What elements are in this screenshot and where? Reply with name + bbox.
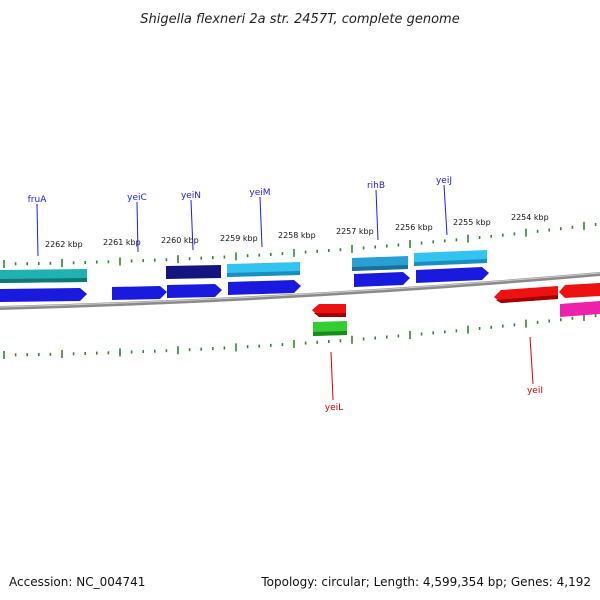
kbp-label: 2257 kbp — [336, 227, 374, 236]
gene-label-yeiN[interactable]: yeiN — [181, 191, 201, 201]
kbp-label: 2260 kbp — [161, 236, 199, 245]
kbp-label: 2259 kbp — [220, 234, 258, 243]
gene-shadow — [352, 265, 408, 271]
gene-yeiC[interactable] — [112, 286, 167, 300]
kbp-label: 2254 kbp — [511, 213, 549, 222]
gene-label-yeiC[interactable]: yeiC — [127, 193, 147, 203]
scale-labels: 2262 kbp 2261 kbp 2260 kbp 2259 kbp 2258… — [45, 213, 549, 249]
scale-ticks-bottom — [3, 312, 597, 359]
gene-yeiN-outer[interactable] — [166, 265, 221, 279]
leader-rihB — [375, 189, 379, 241]
kbp-label: 2261 kbp — [103, 238, 141, 247]
genome-backbone-highlight — [0, 272, 600, 308]
gene-yeiN[interactable] — [167, 284, 222, 298]
forward-genes-inner — [0, 267, 489, 302]
genome-summary-label: Topology: circular; Length: 4,599,354 bp… — [260, 575, 591, 589]
kbp-label: 2256 kbp — [395, 223, 433, 232]
kbp-label: 2258 kbp — [278, 231, 316, 240]
gene-label-yeiM[interactable]: yeiM — [249, 188, 270, 198]
accession-label: Accession: NC_004741 — [9, 575, 145, 589]
leader-fruA — [36, 203, 39, 257]
gene-shadow — [314, 313, 346, 317]
reverse-genes — [312, 283, 600, 336]
gene-adjacent-magenta[interactable] — [560, 301, 600, 317]
genome-backbone — [0, 272, 600, 310]
gene-yeiM[interactable] — [228, 280, 301, 295]
gene-shadow — [227, 271, 300, 277]
gene-labels: fruA yeiC yeiN yeiM rihB yeiJ yeiL yeiI — [28, 176, 543, 413]
gene-yeiJ[interactable] — [416, 267, 489, 283]
map-title: Shigella flexneri 2a str. 2457T, complet… — [140, 12, 459, 27]
forward-genes-outer — [0, 250, 487, 283]
leader-yeiC — [136, 201, 139, 253]
gene-label-yeiL[interactable]: yeiL — [325, 403, 343, 413]
gene-leaders — [36, 184, 534, 401]
gene-label-yeiJ[interactable]: yeiJ — [436, 176, 452, 186]
leader-yeiM — [259, 196, 263, 248]
gene-shadow — [414, 259, 487, 266]
leader-yeiI — [529, 336, 534, 385]
leader-yeiJ — [443, 184, 448, 236]
scale-ticks-top — [3, 221, 597, 268]
gene-shadow — [496, 295, 558, 303]
leader-yeiN — [190, 199, 194, 251]
gene-label-yeiI[interactable]: yeiI — [527, 386, 543, 396]
kbp-label: 2255 kbp — [453, 218, 491, 227]
gene-label-fruA[interactable]: fruA — [28, 195, 48, 205]
kbp-label: 2262 kbp — [45, 240, 83, 249]
gene-rihB[interactable] — [354, 272, 410, 287]
gene-label-rihB[interactable]: rihB — [367, 181, 385, 191]
gene-fruA[interactable] — [0, 288, 87, 302]
leader-yeiL — [330, 351, 334, 401]
gene-adjacent-red[interactable] — [559, 283, 600, 298]
gene-shadow — [0, 278, 87, 283]
gene-shadow — [313, 331, 347, 336]
